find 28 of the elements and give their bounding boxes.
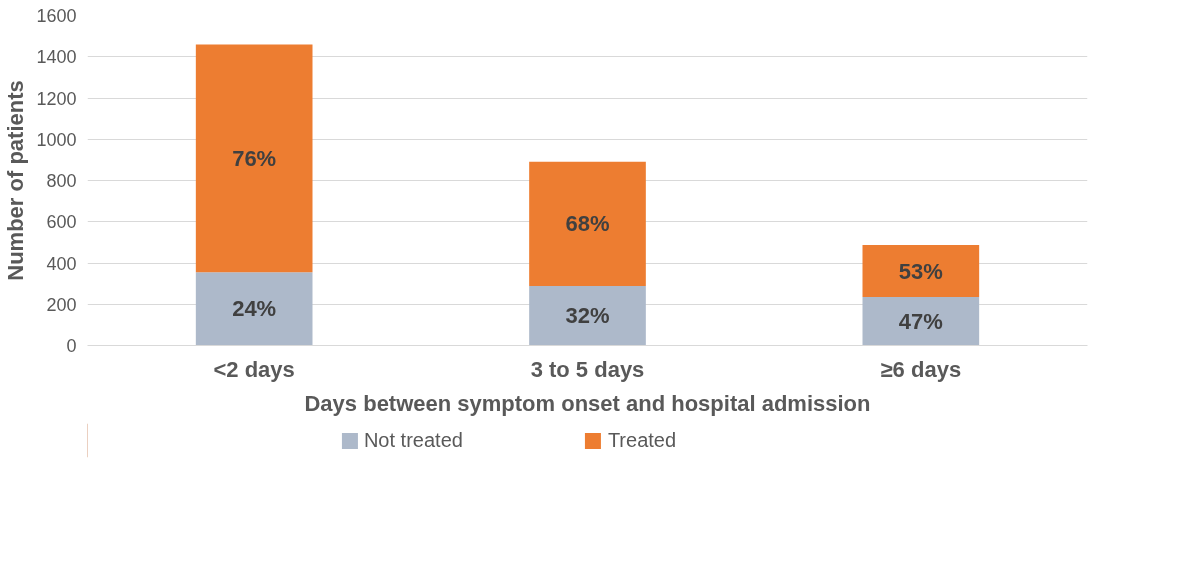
bar [862,297,980,346]
x-axis-title: Days between symptom onset and hospital admission [304,390,871,416]
y-axis-title: Number of patients [3,80,29,281]
x-tick-label: 3 to 5 days [530,356,645,382]
x-tick-label: <2 days [213,356,295,382]
y-tick-label: 200 [46,294,77,315]
bar [529,285,646,346]
bar [195,272,313,346]
annotation: 47% [898,308,943,334]
y-tick-label: 800 [46,171,77,191]
y-tick-label: 1600 [36,6,77,26]
legend-label: Treated [607,428,677,452]
y-tick-label: 1400 [36,47,77,68]
y-tick-label: 0 [66,336,77,356]
bar [529,161,646,286]
y-tick-label: 1200 [36,88,77,109]
y-tick-label: 600 [46,212,77,233]
annotation: 53% [898,258,943,284]
y-tick-label: 1000 [36,129,77,150]
annotation: 68% [565,211,610,237]
annotation: 32% [565,303,610,329]
annotation: 76% [232,145,277,171]
annotation: 24% [232,296,277,322]
bar [195,44,313,273]
legend-label: Not treated [363,428,463,452]
x-tick-label: ≥6 days [880,356,962,382]
y-tick-label: 400 [46,253,77,274]
bar [862,245,980,298]
